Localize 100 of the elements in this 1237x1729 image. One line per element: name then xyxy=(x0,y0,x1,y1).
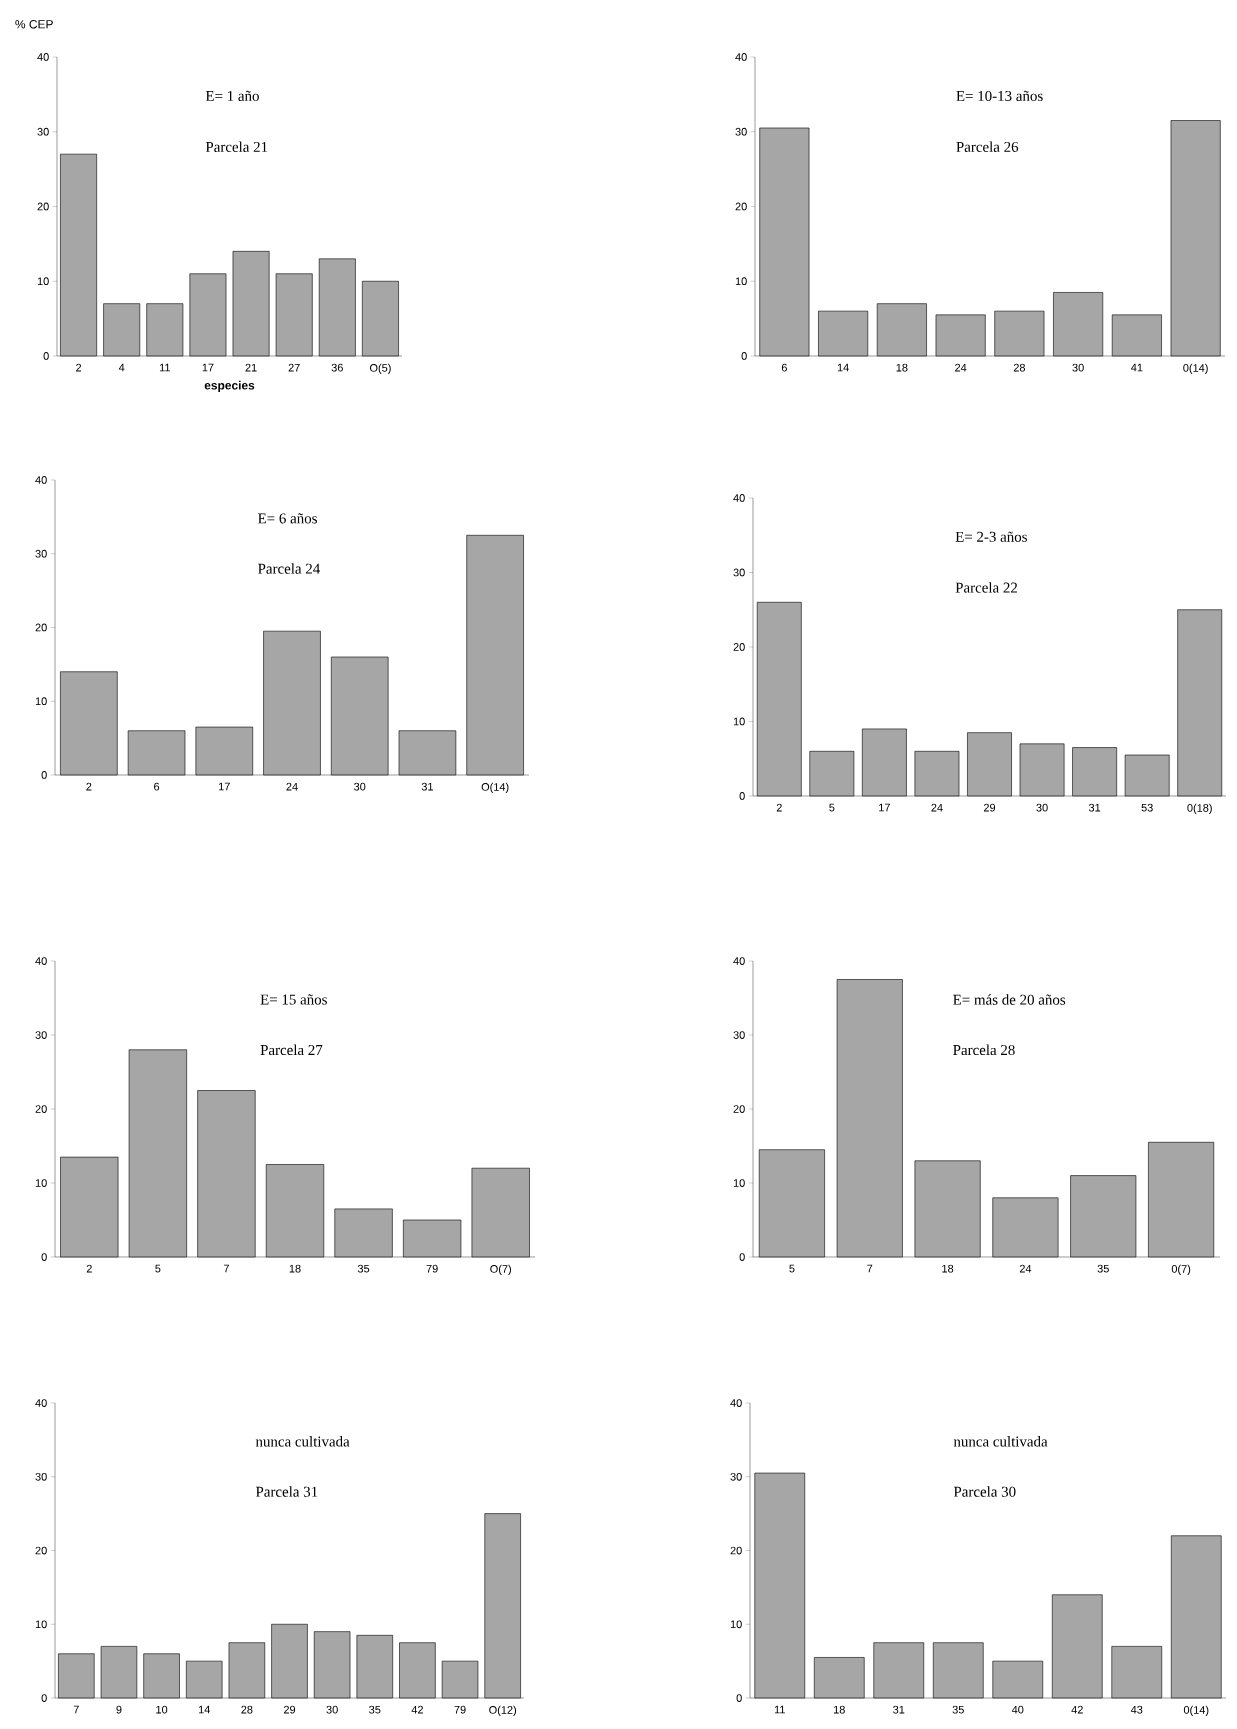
x-axis-title: especies xyxy=(204,380,255,392)
text: E= 6 años xyxy=(258,513,317,524)
x-tick-label: 18 xyxy=(942,1264,954,1273)
x-tick-label: 31 xyxy=(421,782,433,791)
x-tick-label: 18 xyxy=(896,363,908,372)
y-tick-label: 20 xyxy=(35,1105,47,1113)
y-tick-label: 10 xyxy=(733,717,745,726)
text: E= 1 año xyxy=(205,90,259,101)
y-tick-label: 40 xyxy=(733,494,745,502)
x-tick-label: 79 xyxy=(426,1264,438,1273)
x-tick-label: 53 xyxy=(1141,803,1153,812)
x-tick-label: 10 xyxy=(156,1705,168,1714)
x-tick-label: 30 xyxy=(1072,363,1084,372)
x-tick-label: 21 xyxy=(245,363,257,372)
x-tick-label: 31 xyxy=(893,1705,905,1714)
y-tick-label: 30 xyxy=(35,1472,47,1481)
x-tick-label: 11 xyxy=(774,1705,785,1714)
text: E= 10-13 años xyxy=(956,90,1043,101)
text: Parcela 30 xyxy=(953,1486,1016,1497)
x-tick-label: 0(14) xyxy=(1183,1705,1209,1716)
x-tick-label: 0(18) xyxy=(1187,803,1212,814)
x-tick-label: 7 xyxy=(867,1264,873,1273)
text: nunca cultivada xyxy=(255,1436,350,1447)
y-tick-label: 10 xyxy=(37,277,49,286)
x-tick-label: 7 xyxy=(73,1705,79,1714)
x-tick-label: 41 xyxy=(1131,363,1143,372)
y-tick-label: 20 xyxy=(733,643,745,651)
x-tick-label: 5 xyxy=(155,1264,161,1273)
text: Parcela 24 xyxy=(258,563,321,574)
y-tick-label: 40 xyxy=(35,1399,47,1407)
x-tick-label: 24 xyxy=(286,782,298,791)
x-tick-label: 28 xyxy=(1013,363,1025,372)
x-tick-label: 28 xyxy=(241,1705,253,1714)
x-tick-label: 79 xyxy=(454,1705,466,1714)
x-tick-label: 14 xyxy=(837,363,849,372)
x-tick-label: 17 xyxy=(202,363,214,372)
y-tick-label: 30 xyxy=(37,127,49,136)
text: Parcela 31 xyxy=(255,1486,318,1497)
x-tick-label: 18 xyxy=(289,1264,301,1273)
y-tick-label: 20 xyxy=(35,623,47,632)
text: Parcela 22 xyxy=(955,582,1017,593)
y-tick-label: 40 xyxy=(37,53,49,61)
y-tick-label: 20 xyxy=(730,1546,742,1555)
x-tick-label: 35 xyxy=(1097,1264,1109,1273)
x-tick-label: 2 xyxy=(76,363,82,372)
x-tick-label: 2 xyxy=(86,782,92,791)
y-tick-label: 40 xyxy=(730,1399,742,1407)
x-tick-label: 17 xyxy=(879,803,890,812)
x-tick-label: 31 xyxy=(1088,803,1101,812)
x-tick-label: 5 xyxy=(829,803,835,812)
x-tick-label: 30 xyxy=(354,782,366,791)
y-axis-title: % CEP xyxy=(15,20,53,29)
x-tick-label: 14 xyxy=(198,1705,210,1714)
x-tick-label: 7 xyxy=(223,1264,229,1273)
x-tick-label: 27 xyxy=(288,363,300,372)
x-tick-label: O(7) xyxy=(490,1264,511,1275)
text: E= más de 20 años xyxy=(953,994,1066,1005)
y-tick-label: 0 xyxy=(41,1253,47,1261)
x-tick-label: 24 xyxy=(931,803,943,812)
x-tick-label: 0(7) xyxy=(1171,1264,1191,1275)
y-tick-label: 30 xyxy=(35,1031,47,1039)
x-tick-label: 11 xyxy=(159,363,170,372)
x-tick-label: 2 xyxy=(86,1264,92,1273)
x-tick-label: 24 xyxy=(955,363,967,372)
y-tick-label: 40 xyxy=(735,53,747,61)
y-tick-label: 20 xyxy=(35,1546,47,1555)
x-tick-label: O(5) xyxy=(369,363,391,374)
x-tick-label: 0(14) xyxy=(1183,363,1208,374)
x-tick-label: 17 xyxy=(219,782,230,791)
x-tick-label: O(14) xyxy=(481,782,509,793)
y-tick-label: 0 xyxy=(739,1253,745,1261)
y-tick-label: 20 xyxy=(37,202,49,211)
x-tick-label: 24 xyxy=(1019,1264,1032,1273)
x-tick-label: O(12) xyxy=(489,1705,517,1716)
y-tick-label: 0 xyxy=(41,771,47,779)
y-tick-label: 30 xyxy=(735,127,747,136)
y-tick-label: 10 xyxy=(735,277,747,286)
y-tick-label: 10 xyxy=(35,697,47,706)
x-tick-label: 30 xyxy=(1036,803,1048,812)
y-tick-label: 10 xyxy=(35,1179,47,1187)
x-tick-label: 29 xyxy=(283,1705,296,1714)
text: Parcela 27 xyxy=(260,1044,323,1056)
text: E= 15 años xyxy=(260,994,327,1005)
y-tick-label: 30 xyxy=(733,1031,745,1039)
x-tick-label: 35 xyxy=(357,1264,370,1273)
y-tick-label: 0 xyxy=(43,352,49,360)
x-tick-label: 6 xyxy=(781,363,787,372)
text: Parcela 21 xyxy=(205,141,268,152)
x-tick-label: 2 xyxy=(776,803,782,812)
y-tick-label: 0 xyxy=(739,792,745,800)
y-tick-label: 0 xyxy=(741,352,747,360)
y-tick-label: 0 xyxy=(736,1694,742,1702)
x-tick-label: 30 xyxy=(326,1705,338,1714)
x-tick-label: 4 xyxy=(118,363,125,372)
y-tick-label: 40 xyxy=(35,476,47,484)
x-tick-label: 43 xyxy=(1130,1705,1143,1714)
y-tick-label: 30 xyxy=(733,568,745,577)
x-tick-label: 35 xyxy=(952,1705,964,1714)
text: Parcela 26 xyxy=(956,141,1019,152)
y-tick-label: 10 xyxy=(730,1620,742,1629)
